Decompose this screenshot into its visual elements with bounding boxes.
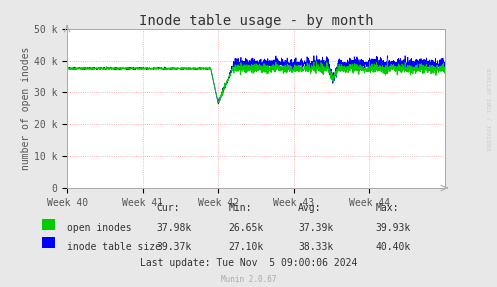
- Text: 39.37k: 39.37k: [157, 242, 192, 252]
- Text: Min:: Min:: [229, 203, 252, 213]
- Text: 37.39k: 37.39k: [298, 223, 333, 233]
- Text: Avg:: Avg:: [298, 203, 322, 213]
- Text: Munin 2.0.67: Munin 2.0.67: [221, 275, 276, 284]
- Text: 27.10k: 27.10k: [229, 242, 264, 252]
- Text: RRDTOOL / TOBI OETIKER: RRDTOOL / TOBI OETIKER: [487, 68, 492, 150]
- Text: Cur:: Cur:: [157, 203, 180, 213]
- Text: inode table size: inode table size: [67, 242, 161, 252]
- Text: 26.65k: 26.65k: [229, 223, 264, 233]
- Text: 38.33k: 38.33k: [298, 242, 333, 252]
- Text: Last update: Tue Nov  5 09:00:06 2024: Last update: Tue Nov 5 09:00:06 2024: [140, 258, 357, 268]
- Y-axis label: number of open inodes: number of open inodes: [21, 47, 31, 170]
- Text: Max:: Max:: [375, 203, 399, 213]
- Text: 37.98k: 37.98k: [157, 223, 192, 233]
- Text: open inodes: open inodes: [67, 223, 132, 233]
- Text: 40.40k: 40.40k: [375, 242, 411, 252]
- Text: 39.93k: 39.93k: [375, 223, 411, 233]
- Title: Inode table usage - by month: Inode table usage - by month: [139, 13, 373, 28]
